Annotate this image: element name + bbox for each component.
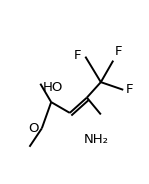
Text: O: O <box>28 122 38 135</box>
Text: F: F <box>73 49 81 62</box>
Text: F: F <box>126 83 133 96</box>
Text: HO: HO <box>43 81 63 94</box>
Text: F: F <box>114 45 122 58</box>
Text: NH₂: NH₂ <box>84 133 109 146</box>
